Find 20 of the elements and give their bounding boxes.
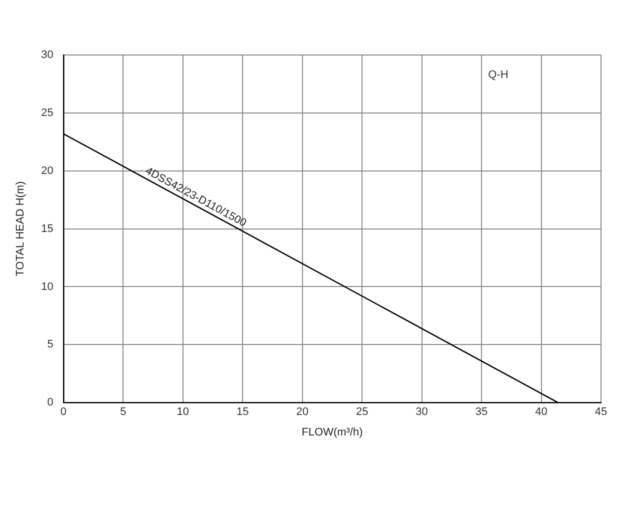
y-tick-label: 25: [41, 106, 54, 119]
x-tick-label: 35: [475, 406, 488, 418]
x-tick-label: 5: [120, 406, 126, 418]
y-tick-label: 5: [47, 338, 54, 351]
y-tick-label: 30: [41, 49, 54, 62]
x-tick-label: 40: [535, 406, 548, 418]
y-tick-label: 20: [41, 164, 54, 177]
y-tick-label: 15: [41, 222, 54, 235]
x-tick-label: 0: [60, 406, 66, 418]
x-tick-label: 20: [296, 406, 308, 418]
x-tick-label: 15: [236, 406, 249, 418]
y-axis-title: TOTAL HEAD H(m): [14, 181, 27, 276]
y-tick-label: 10: [41, 280, 54, 293]
x-tick-label: 30: [416, 406, 428, 418]
x-tick-label: 45: [594, 406, 608, 418]
x-axis-title: FLOW(m³/h): [302, 426, 363, 438]
annotation: Q-H: [488, 69, 508, 82]
x-tick-label: 25: [356, 406, 368, 418]
x-tick-label: 10: [176, 406, 190, 418]
y-tick-label: 0: [47, 396, 54, 409]
